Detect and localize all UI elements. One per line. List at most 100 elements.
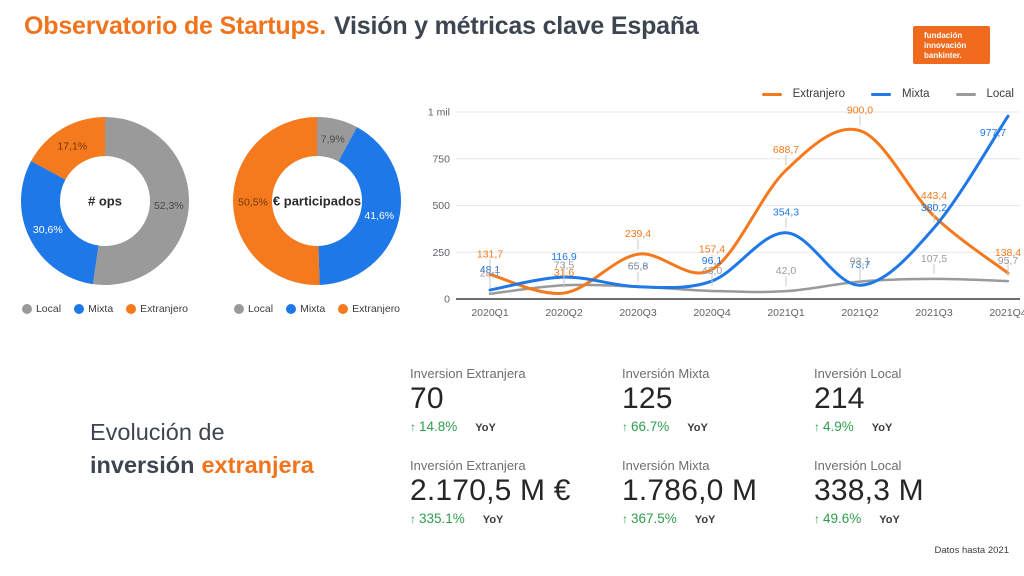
- donut-slice-extranjero[interactable]: [31, 117, 106, 180]
- data-label-local: 93,1: [850, 256, 871, 268]
- legend-item-extranjero: Extranjero: [338, 303, 400, 315]
- legend-label: Extranjero: [792, 88, 846, 100]
- quarterly-investment-line-chart[interactable]: 0 250 500 750 1 mil 2020Q1 2020Q2 2020Q3 2020Q4 2…: [410, 100, 1024, 335]
- legend-label: Extranjero: [140, 303, 189, 315]
- legend-line-icon: [955, 92, 976, 96]
- data-label-extranjero: 688,7: [773, 144, 799, 156]
- x-axis-tick: 2021Q4: [989, 307, 1024, 319]
- line-series-local[interactable]: [488, 277, 1010, 295]
- line-legend-item-mixta: Mixta: [871, 88, 930, 100]
- kpi-delta-pct: 66.7%: [631, 419, 670, 434]
- kpi-delta: ↑ 49.6% YoY: [814, 511, 1016, 526]
- data-label-extranjero: 138,4: [995, 247, 1021, 259]
- page-title-secondary: Visión y métricas clave España: [334, 12, 699, 40]
- y-axis-tick: 250: [432, 247, 450, 259]
- legend-label: Local: [986, 88, 1015, 100]
- donut-slice-extranjero[interactable]: [233, 117, 320, 285]
- x-axis-tick: 2020Q1: [471, 307, 509, 319]
- logo-line-2: innovación: [924, 41, 967, 50]
- kpi-label: Inversión Local: [814, 458, 902, 473]
- data-label-local: 73,5: [554, 259, 575, 271]
- kpi-label: Inversion Extranjera: [410, 366, 526, 381]
- kpi-delta-pct: 14.8%: [419, 419, 458, 434]
- donut-slice-label: 50,5%: [238, 197, 268, 209]
- data-label-local: 95,7: [998, 255, 1019, 267]
- donut-center-label: # ops: [88, 194, 122, 209]
- donut-slice-mixta[interactable]: [318, 127, 402, 285]
- donut-chart-participados[interactable]: 7,9% 41,6% 50,5% € participados: [224, 108, 410, 294]
- kpi-label: Inversión Local: [814, 366, 902, 381]
- data-label-extranjero: 443,4: [921, 190, 947, 202]
- x-axis-tick: 2021Q1: [767, 307, 805, 319]
- page-title: Observatorio de Startups. Visión y métric…: [24, 12, 699, 41]
- kpi-delta: ↑ 14.8% YoY: [410, 419, 622, 434]
- donut-slice-mixta[interactable]: [20, 160, 99, 285]
- kpi-delta-pct: 4.9%: [823, 419, 854, 434]
- kpi-label: Inversión Mixta: [622, 458, 710, 473]
- legend-item-mixta: Mixta: [74, 303, 113, 315]
- kpi-card-eur-extranjera: Inversión Extranjera 2.170,5 M € ↑ 335.1…: [410, 458, 622, 526]
- legend-label: Mixta: [88, 303, 114, 315]
- data-label-mixta: 48,1: [480, 264, 501, 276]
- kpi-yoy-label: YoY: [871, 422, 893, 434]
- line-legend-item-local: Local: [955, 88, 1015, 100]
- donut-ops-legend: Local Mixta Extranjero: [12, 303, 198, 315]
- y-axis-tick: 1 mil: [428, 107, 450, 119]
- section-title-accent: extranjera: [201, 452, 314, 479]
- logo-line-1: fundación: [924, 31, 963, 40]
- kpi-delta-pct: 335.1%: [419, 511, 465, 526]
- kpi-delta: ↑ 367.5% YoY: [622, 511, 814, 526]
- kpi-card-ops-mixta: Inversión Mixta 125 ↑ 66.7% YoY: [622, 366, 814, 434]
- x-axis-tick: 2021Q3: [915, 307, 953, 319]
- kpi-yoy-label: YoY: [687, 422, 708, 434]
- legend-label: Local: [247, 303, 274, 315]
- bankinter-logo: fundación innovación bankinter.: [913, 26, 990, 64]
- page-title-primary: Observatorio de Startups.: [24, 12, 327, 40]
- data-label-mixta: 977,7: [980, 127, 1006, 139]
- kpi-yoy-label: YoY: [879, 514, 900, 526]
- section-title-line2: inversión extranjera: [90, 449, 314, 482]
- donut-participados-legend: Local Mixta Extranjero: [224, 303, 410, 315]
- x-axis-tick: 2020Q3: [619, 307, 657, 319]
- donut-slice-local[interactable]: [92, 117, 189, 285]
- line-series-extranjero[interactable]: [488, 127, 1010, 295]
- donut-chart-ops[interactable]: 52,3% 30,6% 17,1% # ops: [12, 108, 198, 294]
- kpi-card-eur-local: Inversión Local 338,3 M ↑ 49.6% YoY: [814, 458, 1016, 526]
- legend-item-local: Local: [21, 303, 61, 315]
- kpi-yoy-label: YoY: [475, 422, 496, 434]
- kpi-card-ops-extranjera: Inversion Extranjera 70 ↑ 14.8% YoY: [410, 366, 622, 434]
- line-legend-item-extranjero: Extranjero: [761, 88, 846, 100]
- footer-note: Datos hasta 2021: [934, 545, 1009, 556]
- donut-slice-label: 52,3%: [154, 200, 184, 212]
- y-axis-tick: 500: [432, 200, 450, 212]
- data-label-extranjero: 157,4: [699, 244, 725, 256]
- line-series-mixta[interactable]: [488, 114, 1010, 292]
- data-label-mixta: 96,1: [702, 255, 723, 267]
- legend-dot-icon: [126, 304, 137, 314]
- legend-item-extranjero: Extranjero: [126, 303, 188, 315]
- donut-slice-local[interactable]: [317, 117, 358, 162]
- legend-line-icon: [761, 92, 782, 96]
- data-label-local: 28,1: [480, 268, 501, 280]
- kpi-delta: ↑ 66.7% YoY: [622, 419, 814, 434]
- data-label-local: 42,0: [776, 265, 797, 277]
- data-label-mixta: 380,2: [921, 202, 947, 214]
- donut-center-label: € participados: [273, 194, 361, 209]
- x-axis-tick: 2020Q4: [693, 307, 731, 319]
- line-chart-legend: Extranjero Mixta Local: [410, 88, 1014, 100]
- up-arrow-icon: ↑: [410, 420, 416, 434]
- kpi-yoy-label: YoY: [482, 514, 504, 526]
- data-label-mixta: 116,9: [551, 251, 577, 263]
- up-arrow-icon: ↑: [622, 512, 628, 526]
- section-title-dark: inversión: [90, 452, 195, 479]
- kpi-card-eur-mixta: Inversión Mixta 1.786,0 M ↑ 367.5% YoY: [622, 458, 814, 526]
- kpi-value: 2.170,5 M €: [410, 474, 571, 507]
- legend-dot-icon: [233, 304, 244, 314]
- donut-slice-label: 41,6%: [364, 210, 394, 222]
- donut-slice-label: 17,1%: [57, 141, 87, 153]
- data-label-mixta: 354,3: [773, 207, 799, 219]
- up-arrow-icon: ↑: [410, 512, 416, 526]
- section-title: Evolución de inversión extranjera: [90, 416, 314, 483]
- x-axis-tick: 2020Q2: [545, 307, 583, 319]
- legend-dot-icon: [286, 304, 297, 314]
